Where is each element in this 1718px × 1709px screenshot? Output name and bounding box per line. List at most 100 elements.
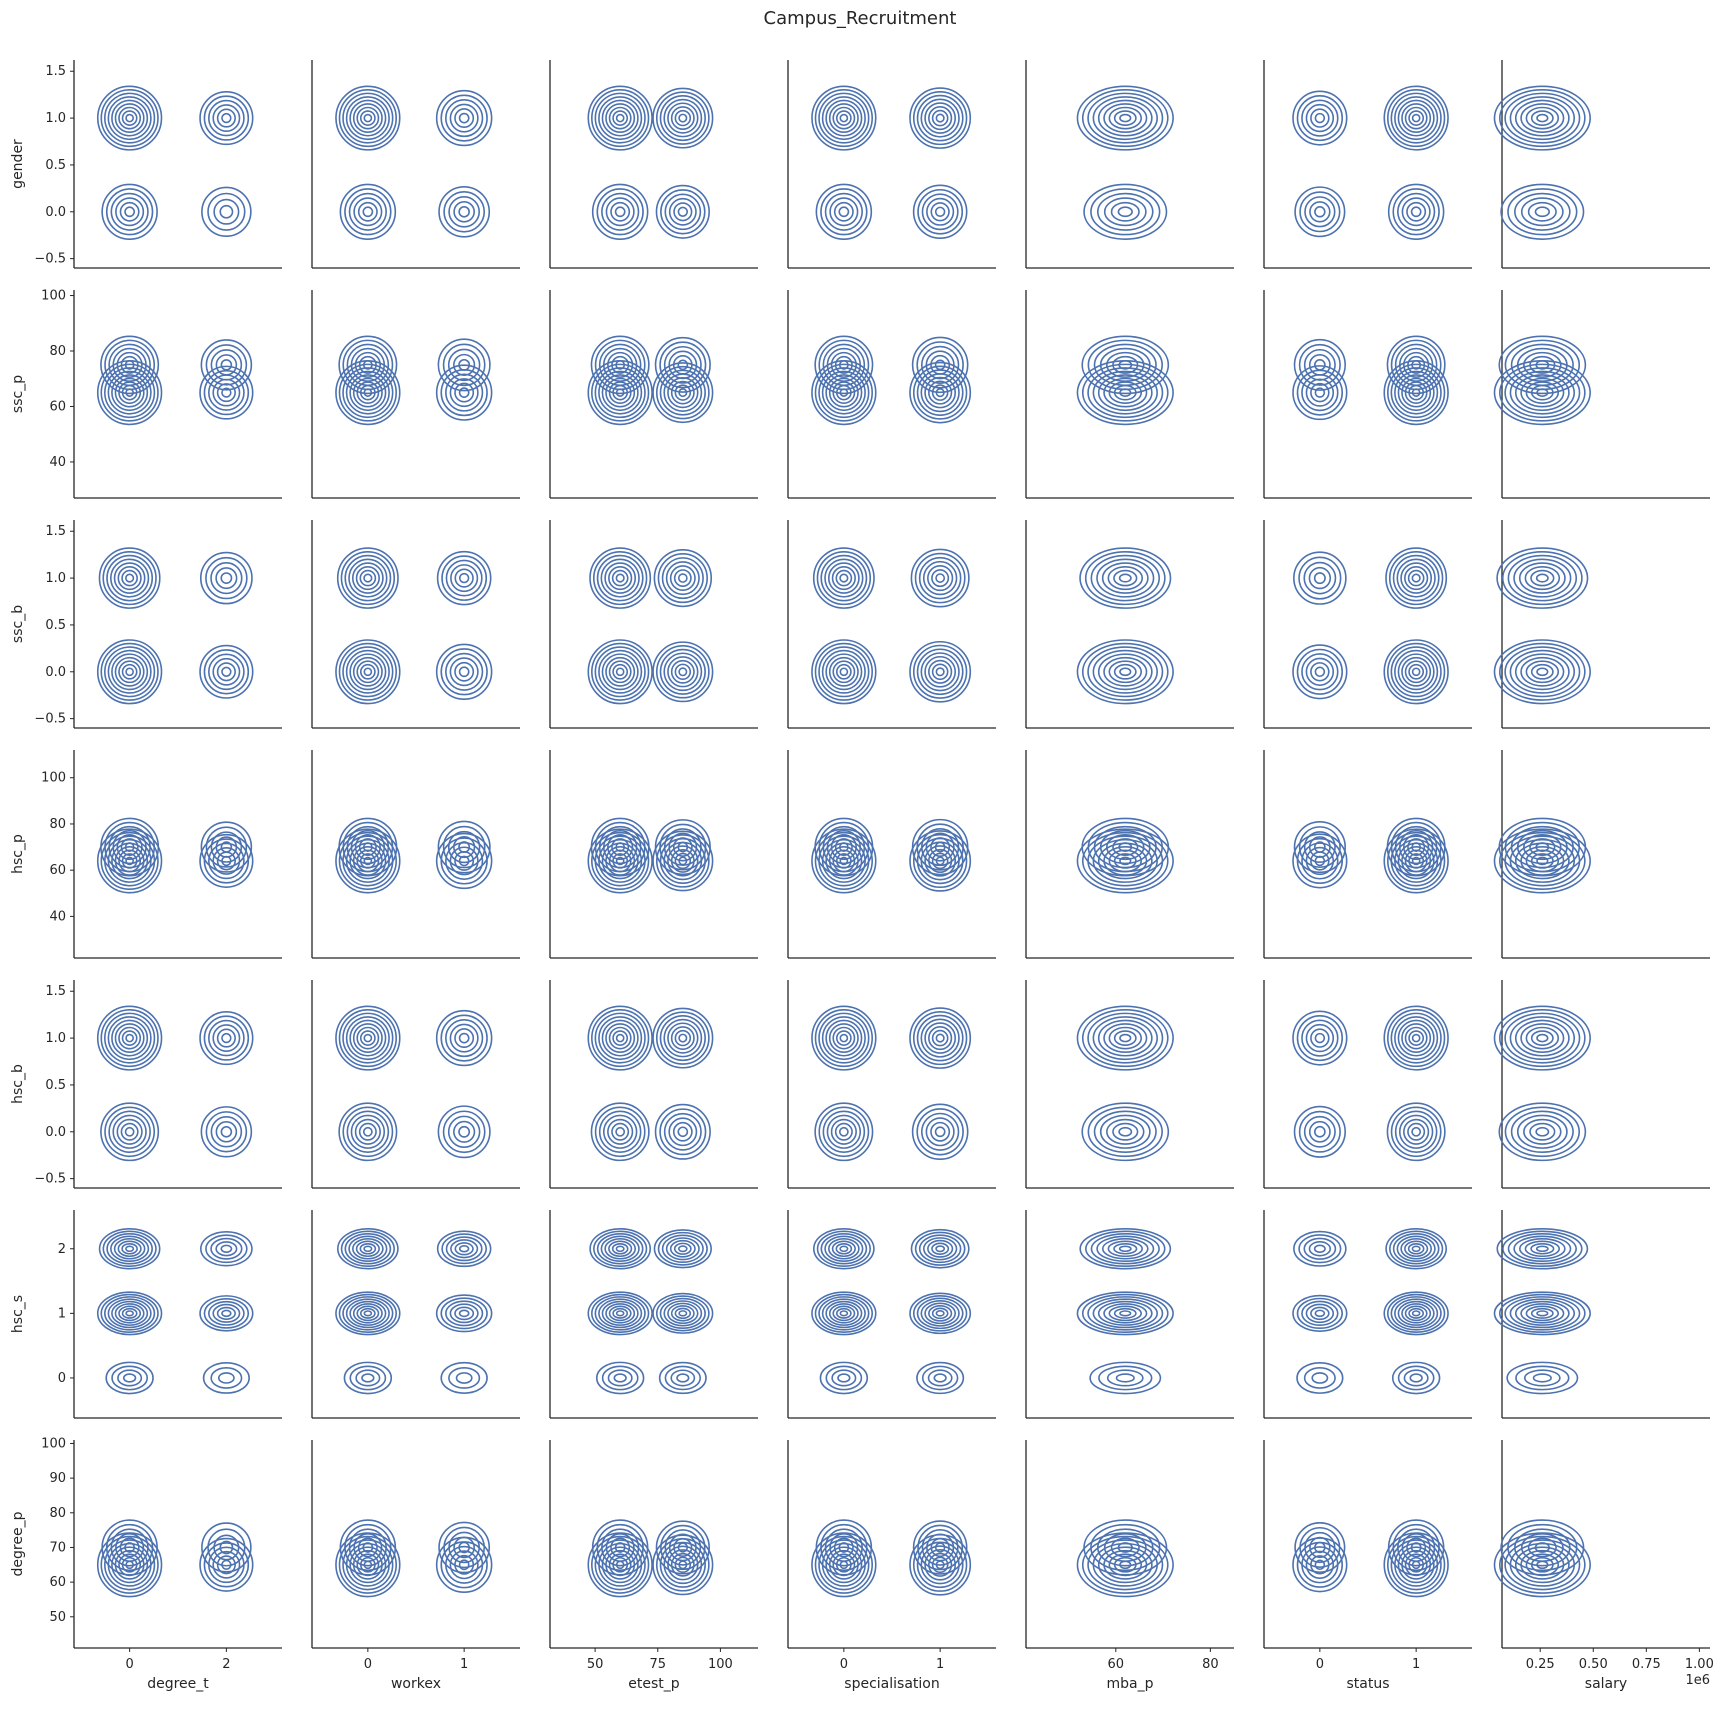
density-contour: [1535, 1245, 1549, 1253]
density-contour: [657, 1231, 708, 1266]
density-contour: [358, 1122, 377, 1141]
density-contour: [652, 830, 714, 892]
density-contour: [839, 1033, 849, 1043]
density-contour: [838, 1542, 850, 1553]
density-contour: [669, 1239, 696, 1258]
density-contour: [828, 103, 859, 134]
density-contour: [607, 1369, 633, 1387]
panels-group: −0.50.00.51.01.5gender406080100ssc_p−0.5…: [10, 60, 1714, 1692]
density-contour: [1308, 1241, 1332, 1257]
density-contour: [1498, 1102, 1587, 1162]
density-contour: [212, 1550, 241, 1579]
density-contour: [935, 113, 945, 123]
density-contour: [832, 660, 856, 684]
density-contour: [435, 364, 493, 421]
density-contour: [611, 569, 629, 587]
density-contour: [615, 1126, 626, 1137]
density-contour: [818, 1012, 870, 1064]
density-contour: [920, 827, 960, 867]
density-contour: [654, 819, 711, 876]
density-contour: [1076, 360, 1174, 426]
density-contour: [615, 667, 625, 677]
density-contour: [1392, 188, 1440, 236]
density-contour: [349, 1365, 387, 1391]
density-contour: [1499, 1293, 1586, 1333]
density-contour: [1076, 85, 1174, 151]
density-contour: [216, 662, 236, 682]
density-contour: [615, 842, 626, 852]
y-tick-label: 0.5: [45, 158, 66, 173]
density-contour: [1513, 1235, 1572, 1263]
density-contour: [1292, 644, 1348, 700]
density-contour: [450, 1239, 479, 1259]
density-contour: [96, 828, 163, 894]
density-contour: [931, 384, 949, 401]
density-contour: [349, 99, 387, 137]
density-contour: [1534, 1542, 1550, 1553]
density-contour: [596, 188, 644, 236]
density-contour: [927, 1369, 953, 1387]
density-contour: [354, 1118, 381, 1145]
density-contour: [1523, 1369, 1561, 1387]
density-contour: [199, 644, 254, 699]
density-contour: [110, 1528, 149, 1567]
density-contour: [911, 1103, 969, 1161]
density-contour: [1504, 1012, 1581, 1064]
y-axis-label: ssc_b: [10, 605, 26, 643]
density-contour: [924, 1548, 957, 1581]
density-contour: [1407, 1122, 1426, 1141]
density-contour: [825, 653, 863, 691]
density-contour: [1113, 1030, 1137, 1046]
y-tick-label: −0.5: [34, 712, 66, 727]
density-contour: [931, 1242, 950, 1255]
density-contour: [832, 1026, 856, 1050]
density-contour: [362, 1542, 374, 1553]
density-contour: [1507, 1232, 1577, 1265]
density-contour: [1411, 1033, 1421, 1043]
density-contour: [834, 1122, 853, 1141]
density-contour: [1520, 103, 1565, 134]
density-contour: [665, 561, 700, 596]
density-contour: [100, 831, 159, 890]
density-contour: [104, 1106, 156, 1158]
density-contour: [934, 359, 946, 371]
density-contour: [1394, 96, 1439, 141]
density-contour: [1298, 1234, 1342, 1264]
density-contour: [1386, 642, 1446, 701]
density-contour: [1509, 649, 1576, 694]
density-contour: [1305, 1023, 1335, 1053]
panel-hsc_b-vs-status: [1263, 980, 1472, 1189]
density-contour: [121, 663, 138, 680]
density-contour: [935, 1245, 946, 1253]
panel-ssc_b-vs-status: [1263, 520, 1472, 729]
density-contour: [1404, 660, 1428, 684]
density-contour: [1406, 201, 1427, 222]
density-contour: [210, 1367, 243, 1389]
panel-gender-vs-specialisation: [787, 60, 996, 269]
density-contour: [1529, 355, 1556, 374]
density-contour: [1087, 92, 1164, 144]
density-contour: [216, 383, 236, 403]
density-contour: [653, 1229, 712, 1269]
density-contour: [1394, 1110, 1438, 1154]
density-contour: [612, 663, 629, 680]
density-contour: [1309, 201, 1331, 223]
x-tick-label: 0: [840, 1657, 848, 1672]
density-contour: [678, 113, 688, 123]
density-contour: [594, 1012, 646, 1064]
density-contour: [200, 1106, 253, 1158]
density-contour: [601, 99, 639, 137]
density-contour: [1394, 343, 1438, 387]
density-contour: [1296, 95, 1344, 142]
density-contour: [220, 572, 233, 584]
panel-ssc_p-vs-etest_p: [549, 290, 758, 499]
density-contour: [674, 384, 692, 401]
density-contour: [1392, 1232, 1440, 1265]
y-axis-label: hsc_p: [10, 834, 26, 874]
density-contour: [355, 1369, 381, 1387]
density-contour: [1500, 183, 1585, 240]
density-contour: [924, 102, 957, 134]
density-contour: [1292, 365, 1348, 421]
density-contour: [340, 551, 396, 606]
density-contour: [212, 847, 241, 875]
